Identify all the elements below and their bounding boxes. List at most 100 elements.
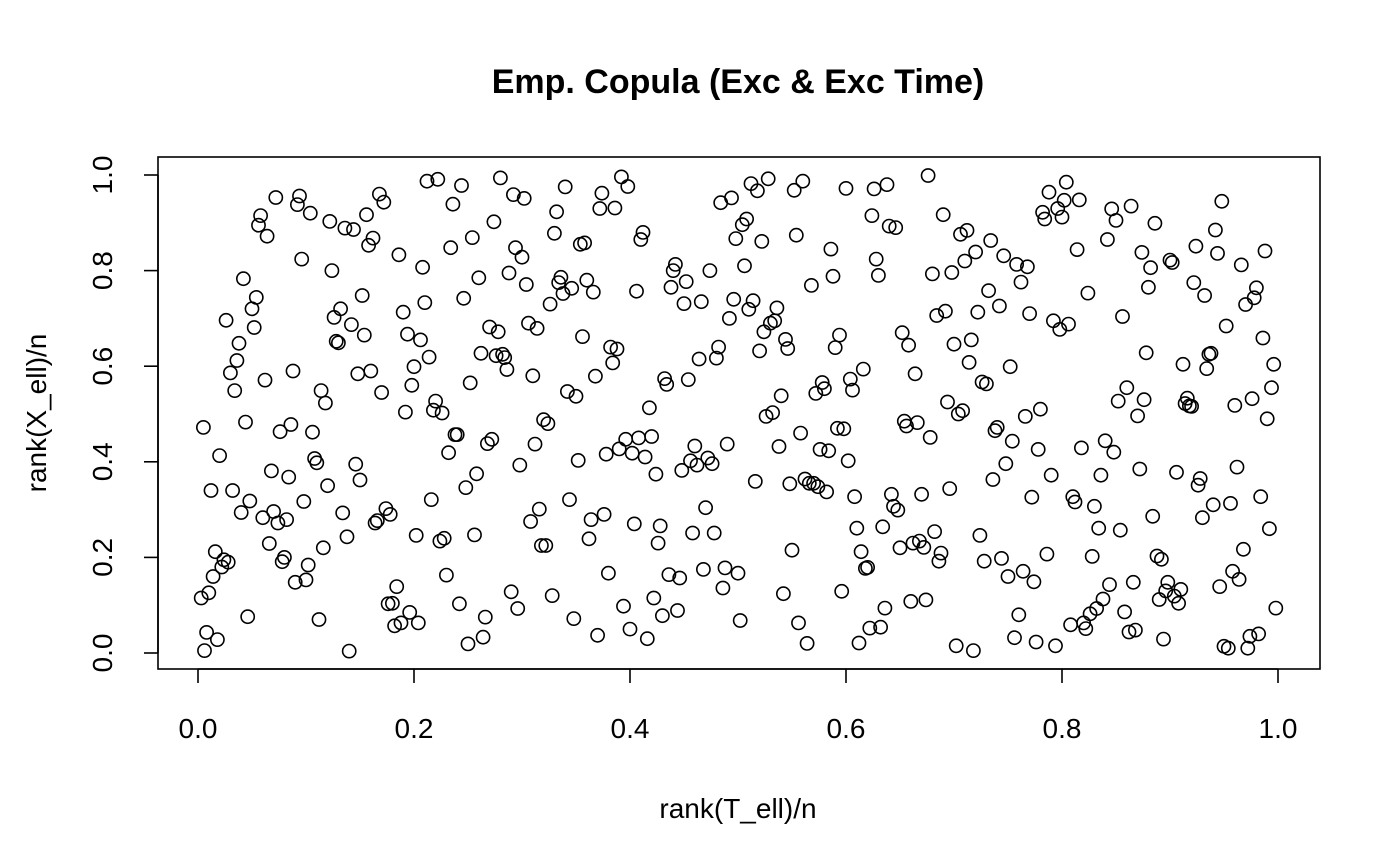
y-tick-label: 0.6 xyxy=(87,347,118,386)
data-point xyxy=(810,479,826,495)
data-point xyxy=(782,476,798,492)
data-point xyxy=(484,431,500,447)
data-point xyxy=(430,171,446,187)
data-point xyxy=(1156,631,1171,647)
data-point xyxy=(322,213,338,229)
data-point xyxy=(330,335,346,351)
data-point xyxy=(1091,520,1107,536)
data-point xyxy=(324,263,340,278)
data-point xyxy=(482,319,497,335)
data-point xyxy=(242,493,258,509)
data-point xyxy=(203,483,219,498)
data-point xyxy=(737,258,752,274)
data-point xyxy=(626,516,642,532)
data-point xyxy=(719,436,735,452)
data-point xyxy=(855,361,871,377)
data-point xyxy=(1210,245,1225,261)
data-point xyxy=(534,538,549,553)
data-point xyxy=(1136,392,1152,408)
data-point xyxy=(1004,433,1020,449)
data-point xyxy=(668,256,683,272)
data-point xyxy=(830,420,845,436)
data-point xyxy=(231,335,247,351)
data-point xyxy=(907,366,923,382)
data-point xyxy=(1084,549,1100,564)
data-point xyxy=(195,419,211,435)
data-point xyxy=(931,553,947,569)
data-point xyxy=(981,283,996,299)
data-point xyxy=(966,643,981,658)
data-point xyxy=(391,247,407,263)
data-point xyxy=(648,466,664,482)
y-tick-label: 0.0 xyxy=(87,634,118,673)
data-point xyxy=(441,445,456,461)
data-point xyxy=(406,359,422,375)
data-point xyxy=(402,605,418,620)
data-point xyxy=(987,423,1003,439)
data-point xyxy=(486,214,502,230)
data-point xyxy=(393,615,409,631)
data-point xyxy=(477,609,493,625)
data-point xyxy=(400,326,415,342)
data-point xyxy=(371,186,387,202)
data-point xyxy=(1266,356,1282,372)
data-point xyxy=(564,280,580,296)
data-point xyxy=(661,567,677,582)
data-point xyxy=(261,536,277,551)
data-point xyxy=(769,300,785,316)
data-point xyxy=(575,329,590,344)
data-point xyxy=(1030,441,1046,457)
data-point xyxy=(1179,390,1195,406)
data-point xyxy=(985,472,1001,487)
data-point xyxy=(257,372,273,388)
data-point xyxy=(888,220,904,235)
data-point xyxy=(918,592,934,608)
x-axis: 0.0 0.2 0.4 0.6 0.8 1.0 xyxy=(179,668,1297,744)
data-point xyxy=(542,296,558,312)
data-point xyxy=(363,363,379,379)
data-point xyxy=(894,325,910,341)
data-point xyxy=(916,540,932,555)
data-point xyxy=(786,182,802,198)
data-point xyxy=(935,207,951,223)
data-point xyxy=(1171,595,1186,611)
data-point xyxy=(715,580,731,596)
x-tick-label: 0.2 xyxy=(395,713,434,744)
data-point xyxy=(642,400,657,416)
data-point xyxy=(637,449,653,465)
plot-frame xyxy=(157,156,1321,670)
data-point xyxy=(983,233,999,248)
data-point xyxy=(726,291,742,307)
data-point xyxy=(1223,495,1238,511)
data-point xyxy=(292,188,307,204)
data-point xyxy=(419,173,435,189)
data-point xyxy=(212,448,227,463)
data-point xyxy=(346,222,361,237)
data-point xyxy=(823,241,839,257)
y-axis-label: rank(X_ell)/n xyxy=(21,334,52,493)
data-point xyxy=(1123,198,1139,214)
data-point xyxy=(1227,397,1243,413)
data-point xyxy=(451,596,467,612)
data-point xyxy=(765,405,780,420)
data-point xyxy=(611,441,627,457)
data-point xyxy=(808,385,824,401)
y-tick-label: 0.4 xyxy=(87,442,118,481)
data-point xyxy=(717,560,733,576)
data-point xyxy=(948,638,964,654)
data-point xyxy=(1002,359,1018,375)
data-point xyxy=(750,183,765,199)
data-point xyxy=(259,228,275,244)
data-point xyxy=(1145,508,1161,524)
data-point xyxy=(238,414,253,430)
data-point xyxy=(730,565,746,581)
data-point xyxy=(873,619,888,635)
data-point xyxy=(436,530,452,546)
data-point xyxy=(341,643,357,659)
data-point xyxy=(601,565,616,581)
data-point xyxy=(922,429,938,445)
data-point xyxy=(1130,408,1145,424)
data-point xyxy=(560,384,575,399)
data-point xyxy=(570,452,586,468)
data-point xyxy=(438,567,454,583)
